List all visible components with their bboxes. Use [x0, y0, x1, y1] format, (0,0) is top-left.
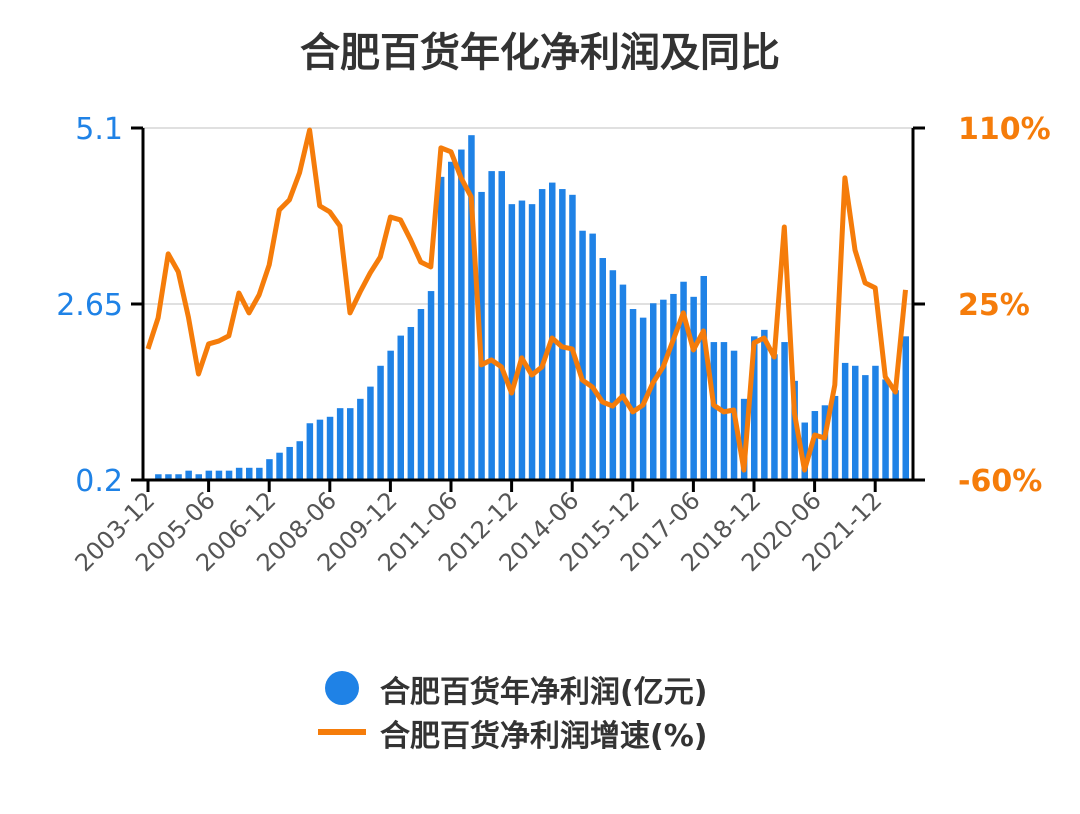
bar — [538, 189, 546, 480]
bar — [589, 233, 596, 480]
bar — [882, 379, 889, 480]
bar — [336, 408, 344, 480]
bar — [579, 230, 586, 480]
bar — [468, 135, 475, 481]
bar — [902, 336, 909, 480]
bar — [852, 365, 859, 480]
bar — [498, 171, 505, 480]
bar — [296, 441, 303, 480]
bar — [225, 470, 233, 480]
line-series — [145, 127, 908, 473]
bar — [458, 149, 465, 480]
bar — [437, 176, 445, 480]
bar — [377, 365, 384, 480]
bar — [629, 309, 637, 480]
bar — [155, 474, 162, 480]
legend-bar-marker — [325, 671, 359, 705]
bar — [599, 258, 606, 480]
bar — [175, 474, 182, 480]
bar — [266, 459, 273, 480]
bar — [559, 189, 566, 480]
left-tick-label: 2.65 — [56, 288, 123, 323]
bar — [407, 326, 415, 480]
bar — [710, 342, 718, 480]
bar — [326, 416, 334, 480]
legend-bar-label: 合肥百货年净利润(亿元) — [380, 675, 707, 710]
bar — [165, 474, 172, 480]
left-tick-label: 5.1 — [75, 112, 123, 147]
bar — [549, 182, 556, 480]
bar — [427, 291, 435, 480]
bar — [205, 470, 213, 480]
bar — [246, 467, 253, 480]
bar — [397, 335, 404, 480]
bar — [821, 405, 829, 480]
bar — [235, 467, 243, 480]
bar — [316, 419, 324, 480]
bar — [569, 194, 576, 480]
bar — [387, 350, 394, 480]
bar — [448, 161, 455, 481]
bar — [892, 390, 899, 480]
left-tick-label: 0.2 — [75, 464, 123, 499]
bar — [347, 408, 354, 480]
gridlines — [143, 127, 913, 305]
right-tick-label: -60% — [958, 464, 1042, 499]
bar — [781, 342, 788, 480]
bar-series — [145, 135, 909, 481]
bar — [831, 395, 839, 480]
legend-line-label: 合肥百货净利润增速(%) — [380, 719, 707, 754]
right-tick-label: 25% — [958, 288, 1030, 323]
bar — [357, 398, 364, 480]
growth-line — [145, 127, 908, 473]
bar — [508, 204, 516, 480]
bar — [215, 470, 223, 480]
bar — [751, 336, 758, 480]
right-tick-label: 110% — [958, 112, 1051, 147]
chart-title: 合肥百货年化净利润及同比 — [300, 30, 780, 76]
bar — [680, 281, 687, 480]
bar — [872, 365, 879, 480]
bar — [700, 275, 707, 480]
bar — [367, 386, 374, 480]
bar — [650, 303, 657, 480]
bar — [609, 270, 617, 480]
bar — [660, 299, 667, 480]
bar — [518, 200, 526, 480]
bar — [670, 293, 677, 480]
bar — [811, 411, 819, 480]
bar — [801, 422, 808, 480]
bar — [185, 470, 192, 480]
bar — [791, 380, 798, 480]
bar — [195, 474, 202, 480]
bar — [306, 423, 314, 480]
bar — [690, 296, 697, 480]
legend: 合肥百货年净利润(亿元) 合肥百货净利润增速(%) — [318, 671, 707, 754]
bar — [619, 284, 627, 480]
bar — [841, 362, 849, 480]
bar — [276, 452, 283, 480]
bar — [771, 354, 778, 480]
bar — [256, 467, 263, 480]
bar — [488, 171, 495, 480]
bar — [761, 329, 768, 480]
legend-line-marker — [318, 729, 366, 735]
bar — [528, 204, 536, 480]
bar — [286, 446, 293, 480]
bar — [862, 375, 869, 480]
bar — [417, 309, 425, 480]
